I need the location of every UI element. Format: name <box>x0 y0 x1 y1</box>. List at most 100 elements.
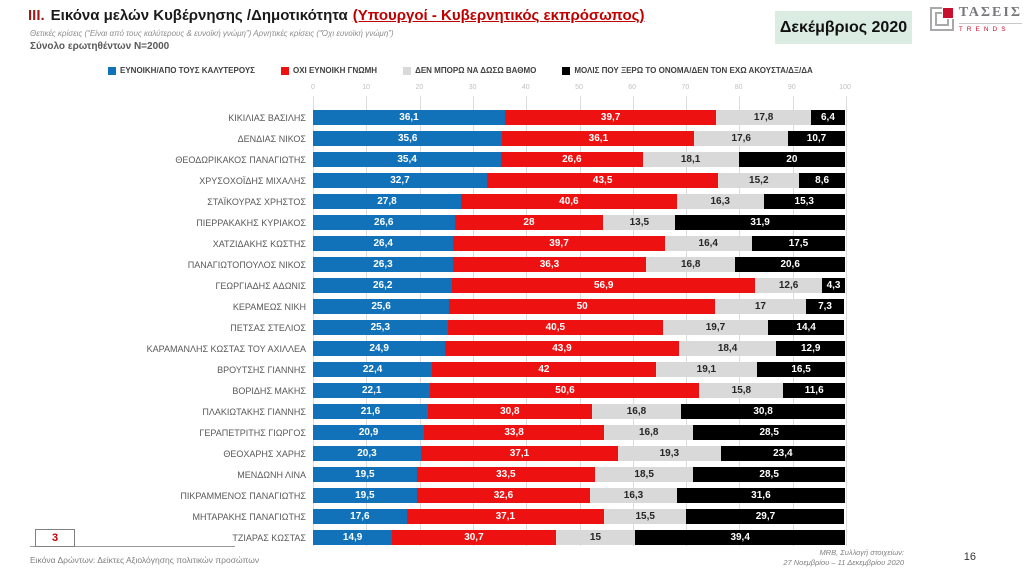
bar-segment: 21,6 <box>313 404 428 419</box>
category-label: ΓΕΩΡΓΙΑΔΗΣ ΑΔΩΝΙΣ <box>215 280 306 291</box>
bar-segment: 22,1 <box>313 383 431 398</box>
category-label: ΘΕΟΔΩΡΙΚΑΚΟΣ ΠΑΝΑΓΙΩΤΗΣ <box>175 154 306 165</box>
axis-tick-label: 20 <box>415 84 424 91</box>
category-label: ΓΕΡΑΠΕΤΡΙΤΗΣ ΓΙΩΡΓΟΣ <box>199 427 306 438</box>
bar-segment: 32,7 <box>313 173 487 188</box>
footer-divider <box>30 546 235 547</box>
stacked-bar: 24,9 43,9 18,4 12,9 <box>313 341 845 356</box>
chart-row: ΜΕΝΔΩΝΗ ΛΙΝΑ 19,5 33,5 18,5 28,5 <box>0 464 845 485</box>
axis-tick-label: 40 <box>521 84 530 91</box>
category-label: ΧΡΥΣΟΧΟΪΔΗΣ ΜΙΧΑΛΗΣ <box>199 175 306 186</box>
bar-segment: 19,1 <box>655 362 758 377</box>
axis-tick-label: 60 <box>628 84 637 91</box>
title-text: Εικόνα μελών Κυβέρνησης /Δημοτικότητα <box>50 7 348 24</box>
stacked-bar: 20,3 37,1 19,3 23,4 <box>313 446 845 461</box>
bar-segment: 11,6 <box>783 383 845 398</box>
chart-row: ΠΛΑΚΙΩΤΑΚΗΣ ΓΙΑΝΝΗΣ 21,6 30,8 16,8 30,8 <box>0 401 845 422</box>
stacked-bar: 26,2 56,9 12,6 4,3 <box>313 278 845 293</box>
category-label: ΜΕΝΔΩΝΗ ΛΙΝΑ <box>237 469 306 480</box>
chart-row: ΜΗΤΑΡΑΚΗΣ ΠΑΝΑΓΙΩΤΗΣ 17,6 37,1 15,5 29,7 <box>0 506 845 527</box>
bar-segment: 36,1 <box>502 131 695 146</box>
bar-segment: 33,8 <box>424 425 604 440</box>
bar-segment: 18,5 <box>594 467 694 482</box>
bar-segment: 37,1 <box>406 509 604 524</box>
footer-note-left: Εικόνα Δρώντων: Δείκτες Αξιολόγησης πολι… <box>30 555 260 565</box>
bar-segment: 25,3 <box>313 320 448 335</box>
subtitle: Θετικές κρίσεις (“Είναι από τους καλύτερ… <box>30 29 394 38</box>
logo-square-icon <box>929 7 954 31</box>
legend-swatch-icon <box>562 66 571 75</box>
stacked-bar: 26,6 28 13,5 31,9 <box>313 215 845 230</box>
page-number: 16 <box>963 551 976 563</box>
stacked-bar: 32,7 43,5 15,2 8,6 <box>313 173 845 188</box>
bar-segment: 12,6 <box>755 278 823 293</box>
bar-segment: 19,3 <box>618 446 721 461</box>
chart-row: ΣΤΑΪΚΟΥΡΑΣ ΧΡΗΣΤΟΣ 27,8 40,6 16,3 15,3 <box>0 191 845 212</box>
bar-segment: 15,5 <box>603 509 687 524</box>
bar-segment: 26,6 <box>313 215 455 230</box>
axis-tick-label: 50 <box>575 84 583 91</box>
stacked-bar: 36,1 39,7 17,8 6,4 <box>313 110 845 125</box>
category-label: ΣΤΑΪΚΟΥΡΑΣ ΧΡΗΣΤΟΣ <box>207 196 306 207</box>
chart-row: ΧΡΥΣΟΧΟΪΔΗΣ ΜΙΧΑΛΗΣ 32,7 43,5 15,2 8,6 <box>0 170 845 191</box>
bar-segment: 8,6 <box>799 173 845 188</box>
title-suffix: (Υπουργοί - Κυβερνητικός εκπρόσωπος) <box>352 7 645 24</box>
bar-segment: 19,7 <box>663 320 768 335</box>
bar-segment: 31,6 <box>676 488 845 503</box>
legend-swatch-icon <box>108 66 116 75</box>
bar-segment: 30,8 <box>681 404 845 419</box>
legend-item: ΜΟΛΙΣ ΠΟΥ ΞΕΡΩ ΤΟ ΟΝΟΜΑ/ΔΕΝ ΤΟΝ ΕΧΩ ΑΚΟΥ… <box>562 66 813 75</box>
axis-tick-label: 90 <box>787 84 796 91</box>
bar-segment: 43,9 <box>445 341 679 356</box>
stacked-bar: 26,4 39,7 16,4 17,5 <box>313 236 845 251</box>
bar-segment: 15 <box>555 530 636 545</box>
category-label: ΚΙΚΙΛΙΑΣ ΒΑΣΙΛΗΣ <box>228 112 306 123</box>
category-label: ΠΑΝΑΓΙΩΤΟΠΟΥΛΟΣ ΝΙΚΟΣ <box>187 259 306 270</box>
bar-segment: 16,4 <box>664 236 752 251</box>
bar-segment: 50,6 <box>430 383 700 398</box>
bar-segment: 30,8 <box>427 404 592 419</box>
sample-size: Σύνολο ερωτηθέντων N=2000 <box>30 41 170 52</box>
bar-segment: 17 <box>715 299 806 314</box>
bar-segment: 40,5 <box>447 320 664 335</box>
bar-segment: 14,4 <box>767 320 845 335</box>
bar-segment: 26,2 <box>313 278 453 293</box>
axis-tick-label: 0 <box>311 84 315 91</box>
logo-text-block: ΤΑΣΕΙΣ TRENDS <box>958 5 1022 33</box>
chart-row: ΔΕΝΔΙΑΣ ΝΙΚΟΣ 35,6 36,1 17,6 10,7 <box>0 128 845 149</box>
stacked-bar: 35,6 36,1 17,6 10,7 <box>313 131 845 146</box>
category-label: ΠΙΚΡΑΜΜΕΝΟΣ ΠΑΝΑΓΙΩΤΗΣ <box>180 490 306 501</box>
footer-source-line2: 27 Νοεμβρίου – 11 Δεκεμβρίου 2020 <box>783 558 904 568</box>
bar-segment: 13,5 <box>603 215 676 230</box>
stacked-bar: 19,5 32,6 16,3 31,6 <box>313 488 845 503</box>
bar-segment: 30,7 <box>392 530 556 545</box>
stacked-bar: 19,5 33,5 18,5 28,5 <box>313 467 845 482</box>
bar-segment: 10,7 <box>788 131 845 146</box>
bar-segment: 15,8 <box>699 383 784 398</box>
bar-segment: 43,5 <box>486 173 719 188</box>
chart-row: ΠΑΝΑΓΙΩΤΟΠΟΥΛΟΣ ΝΙΚΟΣ 26,3 36,3 16,8 20,6 <box>0 254 845 275</box>
logo-subtext: TRENDS <box>958 23 1022 33</box>
category-label: ΒΟΡΙΔΗΣ ΜΑΚΗΣ <box>232 385 306 396</box>
chart-row: ΒΟΡΙΔΗΣ ΜΑΚΗΣ 22,1 50,6 15,8 11,6 <box>0 380 845 401</box>
bar-segment: 26,4 <box>313 236 454 251</box>
footer-note-right: MRB, Συλλογή στοιχείων: 27 Νοεμβρίου – 1… <box>783 548 904 568</box>
category-label: ΧΑΤΖΙΔΑΚΗΣ ΚΩΣΤΗΣ <box>212 238 306 249</box>
bar-segment: 35,4 <box>313 152 502 167</box>
category-label: ΜΗΤΑΡΑΚΗΣ ΠΑΝΑΓΙΩΤΗΣ <box>192 511 306 522</box>
chart-row: ΤΖΙΑΡΑΣ ΚΩΣΤΑΣ 14,9 30,7 15 39,4 <box>0 527 845 548</box>
axis-tick-label: 10 <box>362 84 371 91</box>
stacked-bar: 27,8 40,6 16,3 15,3 <box>313 194 845 209</box>
chart-row: ΘΕΟΔΩΡΙΚΑΚΟΣ ΠΑΝΑΓΙΩΤΗΣ 35,4 26,6 18,1 20 <box>0 149 845 170</box>
axis-ticks: 0 10 20 30 40 50 60 70 80 90 100 <box>311 84 851 94</box>
bar-segment: 56,9 <box>452 278 756 293</box>
section-number: III. <box>28 7 45 24</box>
bar-segment: 15,2 <box>718 173 800 188</box>
stacked-bar: 21,6 30,8 16,8 30,8 <box>313 404 845 419</box>
bar-segment: 39,7 <box>453 236 665 251</box>
legend-label: ΔΕΝ ΜΠΟΡΩ ΝΑ ΔΩΣΩ ΒΑΘΜΟ <box>415 66 537 75</box>
bar-segment: 36,1 <box>313 110 506 125</box>
bar-segment: 33,5 <box>416 467 595 482</box>
bar-segment: 42 <box>432 362 656 377</box>
stacked-bar: 22,4 42 19,1 16,5 <box>313 362 845 377</box>
